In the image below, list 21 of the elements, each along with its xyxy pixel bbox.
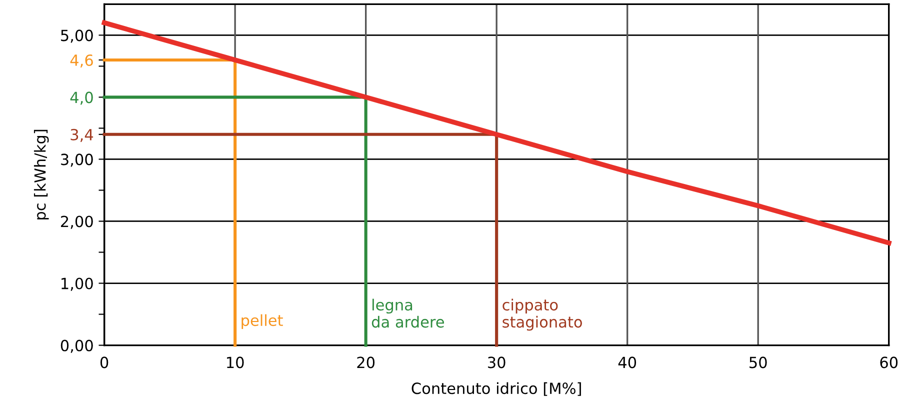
x-tick-label: 30 [488,356,506,368]
x-tick-label: 20 [357,356,375,368]
x-tick-label: 10 [227,356,244,368]
x-tick-label: 40 [618,356,636,368]
y-tick-label: 3,00 [61,154,93,167]
y-axis-title: pc [kWh/kg] [34,130,49,220]
x-tick-label: 60 [880,356,898,368]
x-tick-label: 50 [750,356,767,368]
annotation: pellet [242,314,283,330]
y-tick-label: 4,0 [70,92,93,105]
y-tick-label: 2,00 [60,216,93,229]
x-tick-label: 0 [100,356,108,368]
annotation: legna da ardere [372,298,444,328]
y-tick-label: 3,4 [70,128,94,142]
line-series [102,20,892,246]
y-tick-label: 4,6 [70,54,93,68]
y-tick-label: 5,00 [61,30,93,43]
annotation: cippato stagionato [502,298,582,331]
y-tick-label: 0,00 [60,340,93,353]
x-axis-title: Contenuto idrico [M%] [412,382,581,396]
y-tick-label: 1,00 [62,278,93,291]
